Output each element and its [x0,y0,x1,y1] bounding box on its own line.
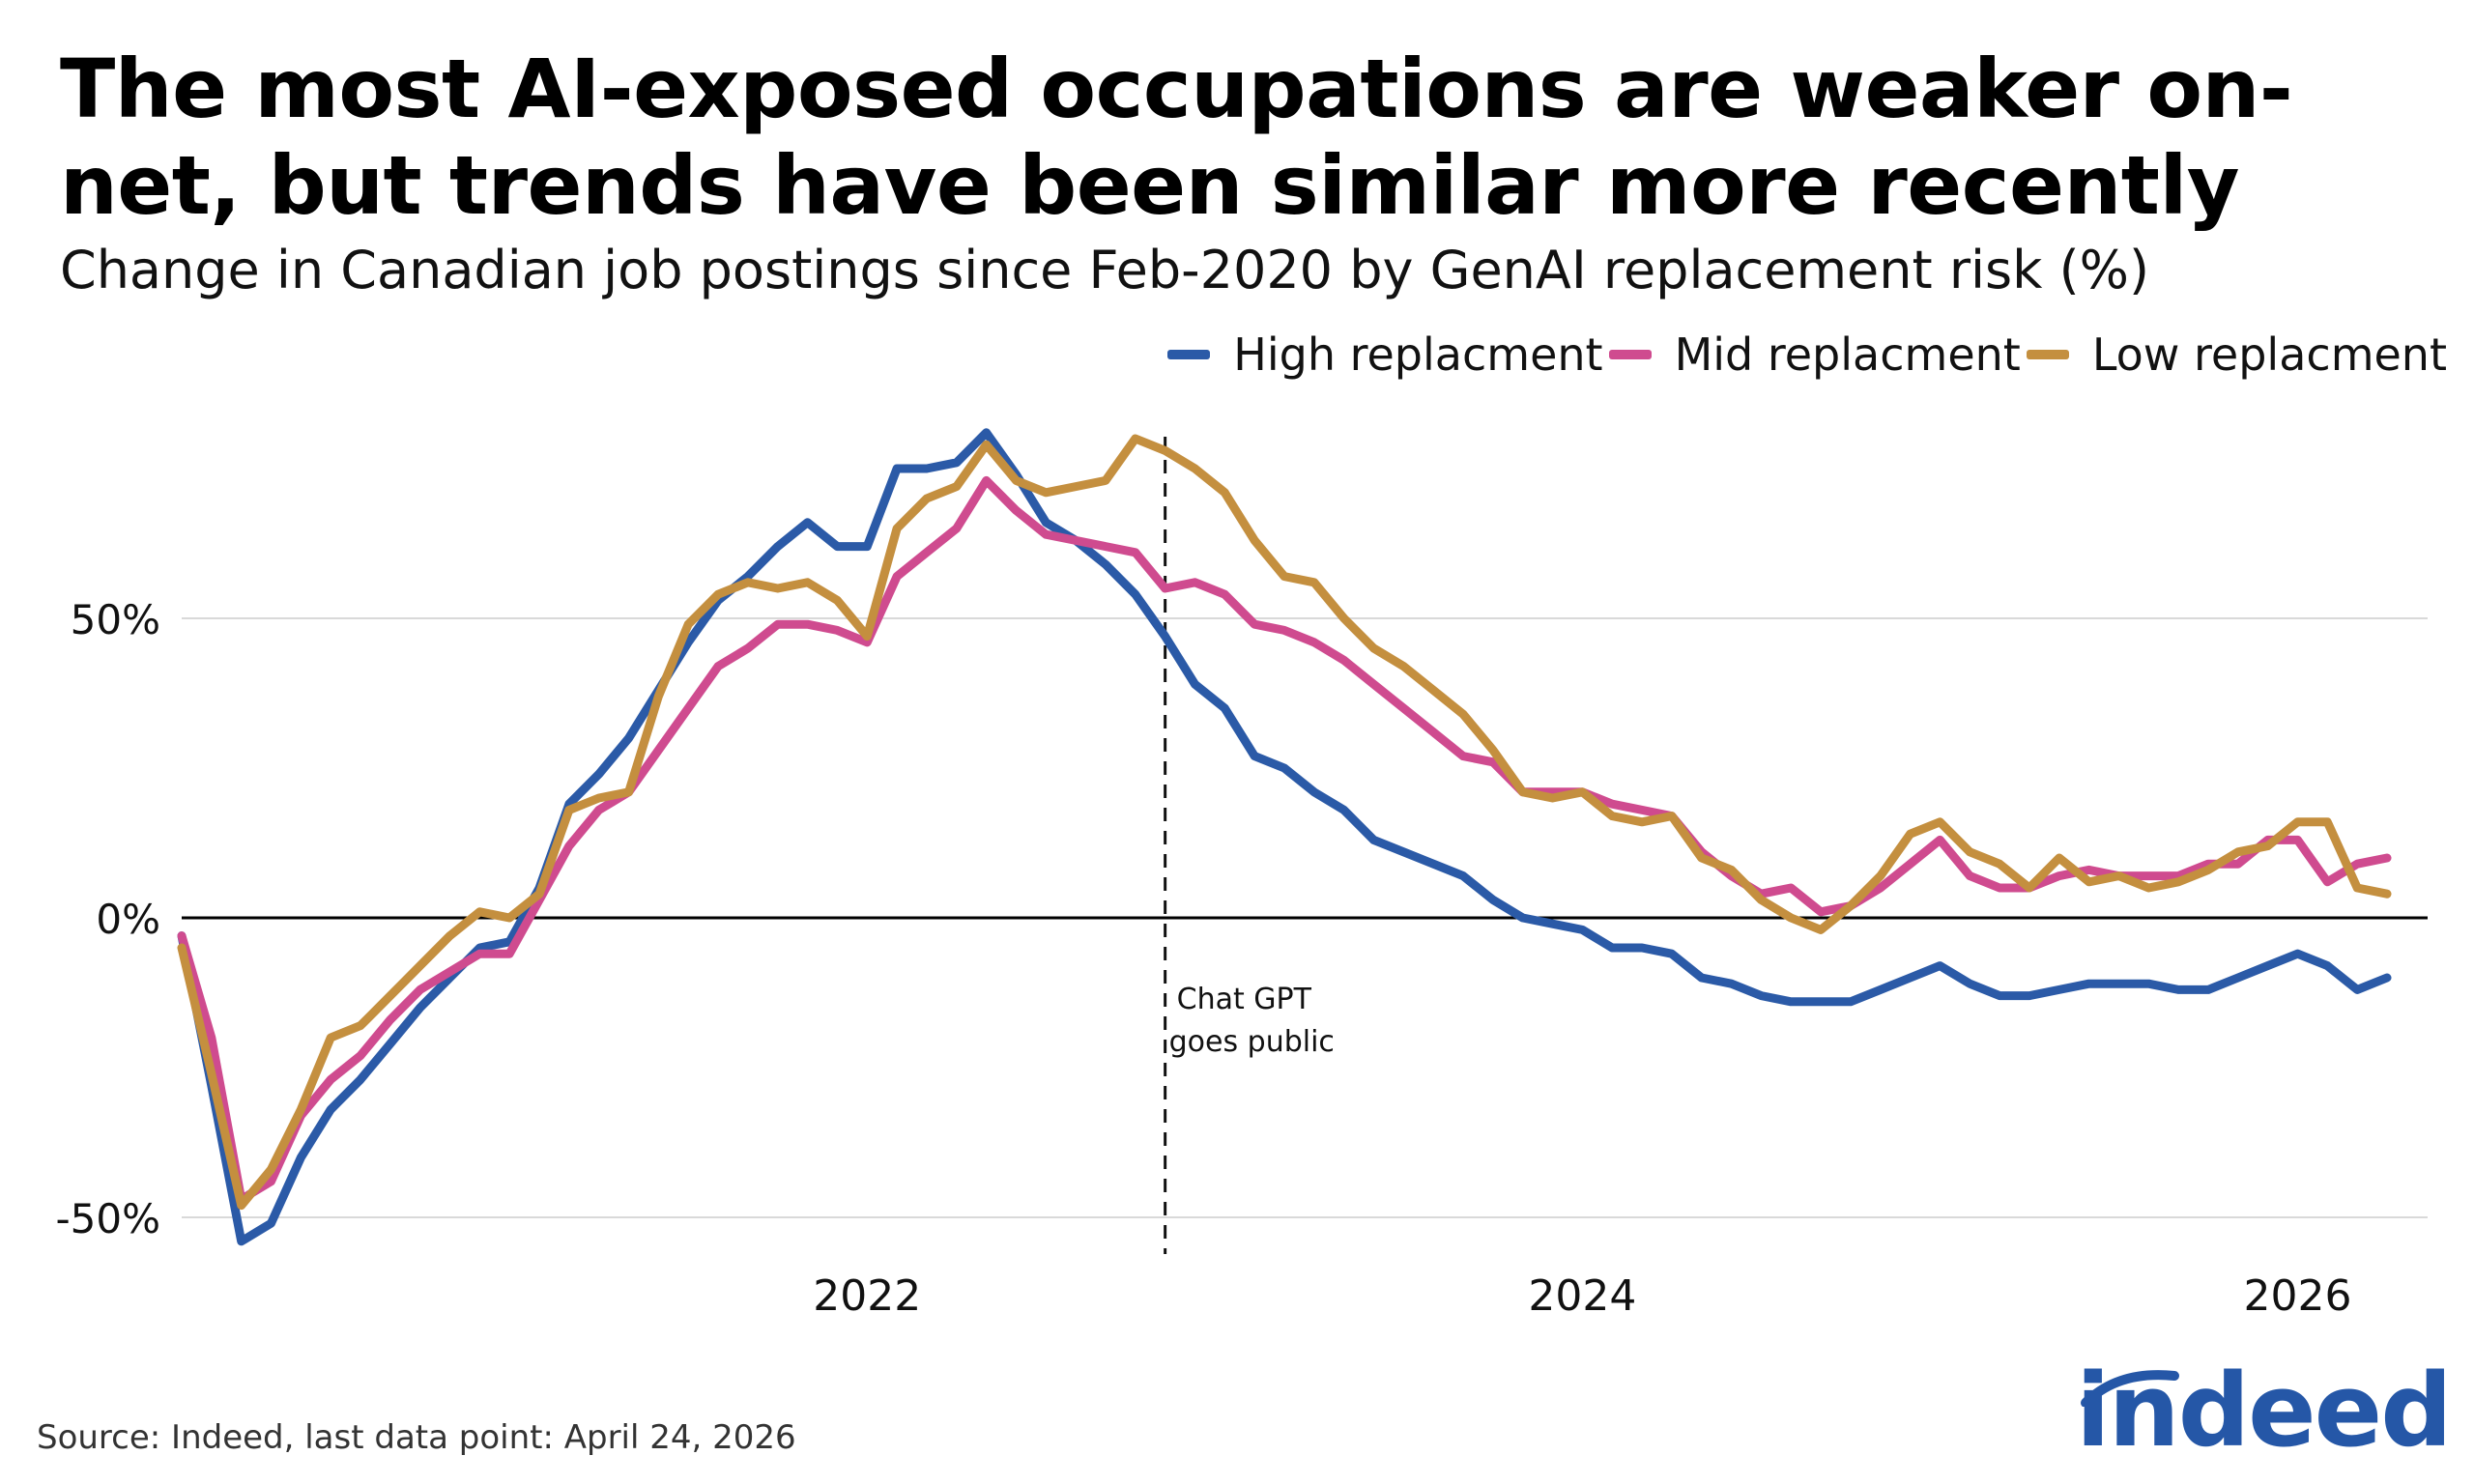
y-tick-label: 50% [71,596,160,643]
x-tick-label: 2022 [813,1271,921,1321]
indeed-logo: indeed [2076,1353,2453,1469]
source-note: Source: Indeed, last data point: April 2… [37,1418,796,1457]
legend-swatch-high [1167,350,1211,359]
annotation-label: goes public [1169,1025,1335,1059]
legend-item-low: Low replacment [2026,328,2447,381]
logo-arc-icon [2081,1370,2179,1407]
legend: High replacment Mid replacment Low repla… [1162,328,2447,381]
annotation-layer: Chat GPT goes public [1164,437,1335,1254]
legend-swatch-mid [1608,350,1652,359]
series-line-mid [177,475,2392,1204]
axis-layer: -50% 0% 50% 2022 2024 2026 [55,596,2351,1321]
y-tick-label: -50% [55,1195,160,1242]
grid-layer [182,617,2428,1218]
logo-wordmark: indeed [2076,1352,2453,1470]
chart-title: The most AI-exposed occupations are weak… [60,42,2293,233]
chart-subtitle: Change in Canadian job postings since Fe… [60,240,2150,300]
series-line-low [177,434,2392,1211]
legend-swatch-low [2026,350,2069,359]
legend-label-low: Low replacment [2091,328,2447,381]
legend-label-mid: Mid replacment [1674,328,2021,381]
series-layer [177,428,2392,1246]
legend-label-high: High replacment [1233,328,1603,381]
legend-item-mid: Mid replacment [1608,328,2021,381]
y-tick-label: 0% [96,896,160,943]
x-tick-label: 2024 [1528,1271,1636,1321]
x-tick-label: 2026 [2243,1271,2351,1321]
series-line-high [177,428,2392,1246]
annotation-label: Chat GPT [1177,983,1312,1016]
legend-item-high: High replacment [1167,328,1603,381]
